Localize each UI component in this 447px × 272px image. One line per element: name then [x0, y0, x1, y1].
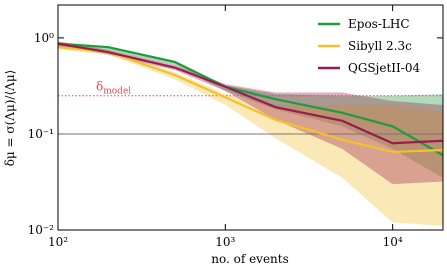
series-line	[58, 42, 443, 145]
reference-label: δmodel	[96, 80, 131, 97]
legend-label: QGSjetII-04	[348, 61, 420, 75]
y-tick-label: 10⁻¹	[28, 127, 54, 141]
uncertainty-band	[58, 45, 443, 227]
y-axis-label: δμ = σ(Λμ)/⟨Λμ⟩	[3, 70, 17, 167]
x-tick-label: 10⁴	[383, 235, 403, 249]
plot-area	[58, 41, 443, 227]
x-tick-label: 10³	[215, 235, 235, 249]
series-line	[58, 46, 443, 154]
x-tick-label: 10²	[48, 235, 68, 249]
legend-label: Epos-LHC	[348, 17, 410, 31]
y-tick-label: 10⁰	[34, 31, 54, 45]
reference-label-main: δ	[96, 80, 103, 94]
y-tick-label: 10⁻²	[28, 223, 55, 237]
x-axis-label: no. of events	[211, 252, 289, 266]
uncertainty-band	[58, 42, 443, 178]
plot-frame	[57, 4, 444, 231]
series-line	[58, 42, 443, 157]
legend-label: Sibyll 2.3c	[348, 39, 412, 53]
uncertainty-band	[58, 41, 443, 185]
reference-label-sub: model	[103, 87, 131, 97]
